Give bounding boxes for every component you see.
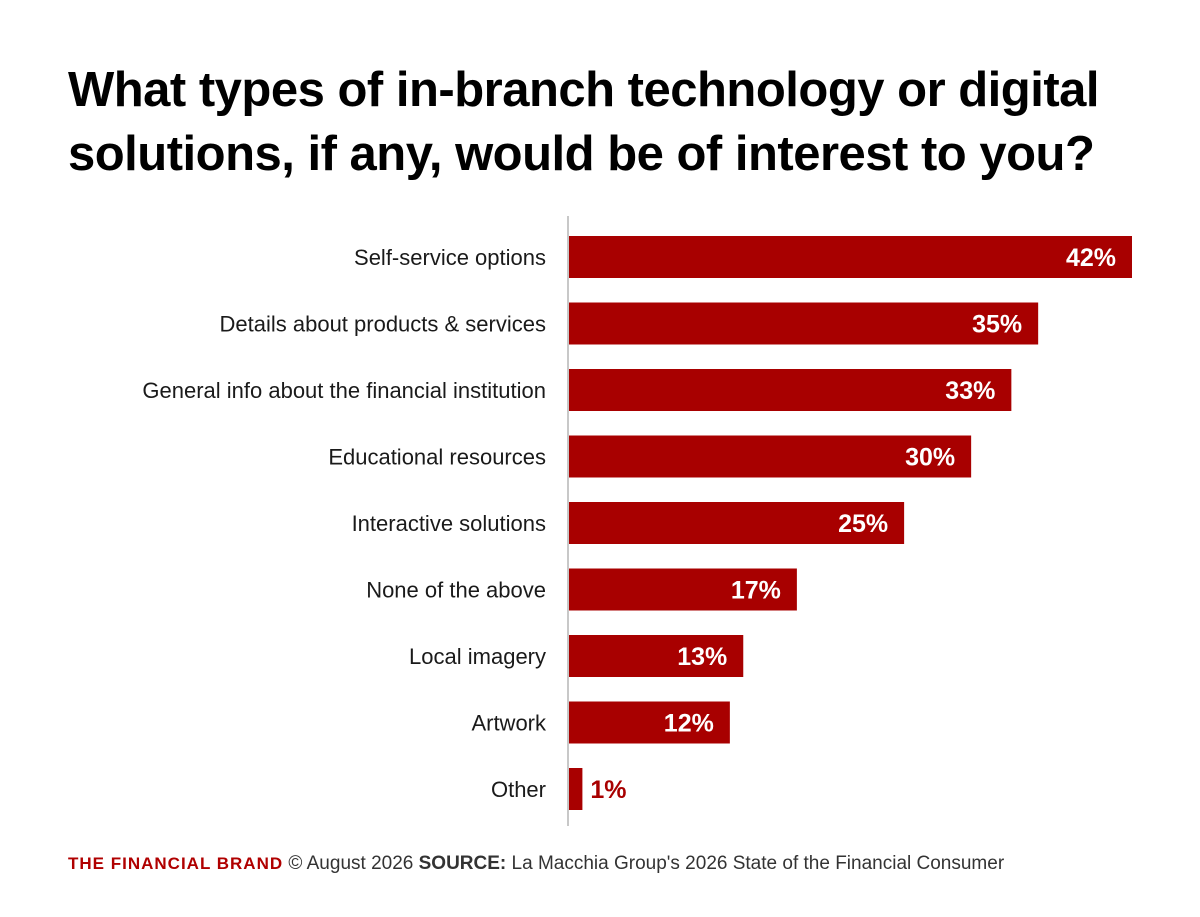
category-label: Other <box>491 777 546 802</box>
brand-logo: THE FINANCIAL BRAND <box>68 854 284 873</box>
bar-details-about-products-services <box>569 302 1039 345</box>
bars-layer: Self-service options 42% Details about pro… <box>142 236 1132 810</box>
bar-none-of-the-above <box>569 568 797 611</box>
category-label: Local imagery <box>409 644 546 669</box>
value-label: 1% <box>590 776 626 804</box>
category-label: Artwork <box>471 711 547 736</box>
bar-local-imagery <box>569 635 744 677</box>
source-label: SOURCE: <box>418 853 507 874</box>
bar-self-service-options <box>569 236 1132 278</box>
category-label: Self-service options <box>354 245 546 270</box>
category-label: Details about products & services <box>220 312 547 337</box>
bar-interactive-solutions <box>569 502 905 544</box>
copyright-date: © August 2026 <box>288 853 414 874</box>
bar-general-info-about-the-financial-institution <box>569 369 1012 411</box>
bar-other <box>569 768 583 810</box>
bar-artwork <box>569 701 730 744</box>
category-label: General info about the financial institu… <box>142 378 546 403</box>
footer: THE FINANCIAL BRAND © August 2026 SOURCE… <box>68 853 1004 875</box>
value-label: 12% <box>664 710 714 738</box>
value-label: 25% <box>838 510 888 538</box>
category-label: Interactive solutions <box>352 511 546 536</box>
chart-title: What types of in-branch technology or di… <box>68 63 1100 181</box>
category-label: None of the above <box>366 578 546 603</box>
bar-educational-resources <box>569 435 972 478</box>
value-label: 33% <box>945 377 995 405</box>
value-label: 13% <box>677 643 727 671</box>
category-label: Educational resources <box>328 445 546 470</box>
value-label: 35% <box>972 311 1022 339</box>
source-text: La Macchia Group's 2026 State of the Fin… <box>511 853 1005 874</box>
value-label: 30% <box>905 444 955 472</box>
value-label: 17% <box>731 577 781 605</box>
value-label: 42% <box>1066 244 1116 272</box>
